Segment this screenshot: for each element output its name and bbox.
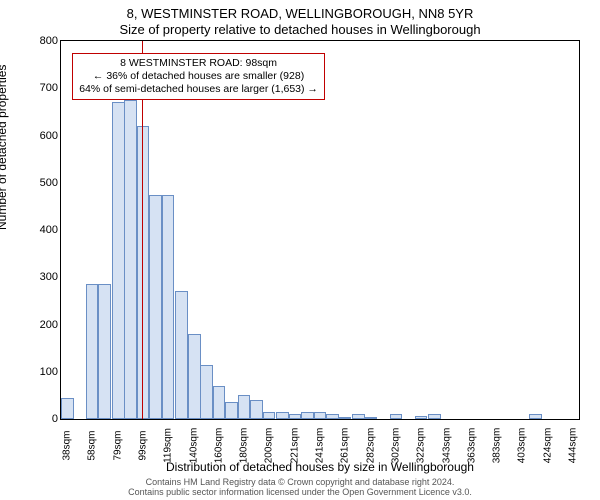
- histogram-bar: [250, 400, 263, 419]
- footer-line1: Contains HM Land Registry data © Crown c…: [146, 477, 455, 487]
- x-tick-label: 180sqm: [239, 428, 250, 464]
- histogram-bar: [352, 414, 365, 419]
- y-tick-label: 800: [40, 35, 58, 47]
- histogram-bar: [149, 195, 162, 419]
- x-tick-label: 241sqm: [315, 428, 326, 464]
- y-tick-label: 400: [40, 224, 58, 236]
- chart-title-line1: 8, WESTMINSTER ROAD, WELLINGBOROUGH, NN8…: [0, 6, 600, 21]
- histogram-bar: [276, 412, 289, 419]
- histogram-bar: [225, 402, 238, 419]
- x-tick-label: 221sqm: [290, 428, 301, 464]
- histogram-bar: [188, 334, 201, 419]
- x-tick-label: 119sqm: [163, 428, 174, 463]
- annotation-line1: 8 WESTMINSTER ROAD: 98sqm: [120, 57, 277, 69]
- histogram-bar: [428, 414, 441, 419]
- histogram-bar: [390, 414, 403, 419]
- y-tick-label: 600: [40, 130, 58, 142]
- histogram-bar: [175, 291, 188, 419]
- histogram-bar: [301, 412, 314, 419]
- annotation-box: 8 WESTMINSTER ROAD: 98sqm← 36% of detach…: [72, 53, 325, 100]
- x-tick-label: 58sqm: [87, 430, 98, 460]
- x-tick-label: 403sqm: [516, 428, 527, 464]
- plot-area: 8 WESTMINSTER ROAD: 98sqm← 36% of detach…: [60, 40, 580, 420]
- y-tick-label: 700: [40, 82, 58, 94]
- y-tick-label: 0: [52, 413, 58, 425]
- x-tick-label: 99sqm: [138, 430, 149, 460]
- y-tick-label: 200: [40, 319, 58, 331]
- x-tick-label: 383sqm: [491, 428, 502, 464]
- histogram-bar: [238, 395, 251, 419]
- chart-title-line2: Size of property relative to detached ho…: [0, 22, 600, 37]
- histogram-bar: [326, 414, 339, 419]
- histogram-bar: [339, 417, 352, 419]
- histogram-bar: [529, 414, 542, 419]
- footer-line2: Contains public sector information licen…: [128, 487, 472, 497]
- y-tick-label: 300: [40, 271, 58, 283]
- histogram-bar: [365, 417, 378, 419]
- x-tick-label: 343sqm: [442, 428, 453, 464]
- y-tick-label: 500: [40, 177, 58, 189]
- chart-container: 8, WESTMINSTER ROAD, WELLINGBOROUGH, NN8…: [0, 0, 600, 500]
- histogram-bar: [314, 412, 327, 419]
- histogram-bar: [200, 365, 213, 419]
- y-axis-label: Number of detached properties: [0, 65, 9, 230]
- x-tick-label: 322sqm: [415, 428, 426, 464]
- x-tick-label: 261sqm: [339, 428, 350, 464]
- histogram-bar: [112, 102, 125, 419]
- histogram-bar: [137, 126, 150, 419]
- annotation-line3: 64% of semi-detached houses are larger (…: [79, 83, 318, 95]
- x-tick-label: 79sqm: [113, 430, 124, 460]
- histogram-bar: [213, 386, 226, 419]
- x-tick-label: 140sqm: [189, 428, 200, 464]
- annotation-line2: ← 36% of detached houses are smaller (92…: [93, 70, 304, 82]
- histogram-bar: [162, 195, 175, 419]
- x-tick-label: 424sqm: [542, 428, 553, 464]
- y-tick-label: 100: [40, 366, 58, 378]
- footer-text: Contains HM Land Registry data © Crown c…: [0, 478, 600, 498]
- histogram-bar: [263, 412, 276, 419]
- x-axis-label: Distribution of detached houses by size …: [60, 460, 580, 474]
- histogram-bar: [415, 416, 428, 419]
- histogram-bar: [61, 398, 74, 419]
- histogram-bar: [86, 284, 99, 419]
- x-tick-label: 444sqm: [567, 428, 578, 464]
- x-tick-label: 200sqm: [263, 428, 274, 464]
- histogram-bar: [124, 100, 137, 419]
- x-tick-label: 38sqm: [62, 430, 73, 460]
- x-tick-label: 363sqm: [466, 428, 477, 464]
- x-tick-label: 302sqm: [390, 428, 401, 464]
- histogram-bar: [98, 284, 111, 419]
- x-tick-label: 282sqm: [366, 428, 377, 464]
- histogram-bar: [289, 414, 302, 419]
- x-tick-label: 160sqm: [214, 428, 225, 464]
